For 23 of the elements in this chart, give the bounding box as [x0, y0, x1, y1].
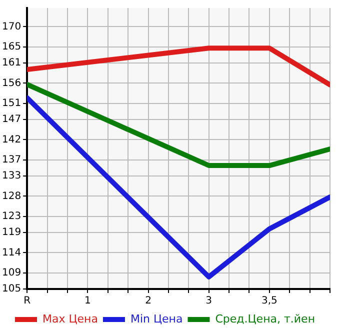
y-tick-label: 123	[2, 210, 22, 222]
y-tick-label: 170	[2, 21, 22, 32]
x-tick-label: 3	[206, 296, 212, 307]
legend-label: Сред.Цена, т.йен	[215, 312, 316, 326]
y-tick-label: 165	[2, 41, 22, 52]
y-tick-label: 109	[2, 267, 22, 278]
y-tick-label: 156	[2, 78, 22, 89]
legend-label: Min Цена	[130, 312, 183, 326]
y-tick-label: 151	[2, 98, 22, 109]
y-tick-label: 137	[2, 154, 22, 166]
y-tick-label: 142	[2, 134, 22, 146]
y-tick-label: 161	[2, 58, 22, 69]
y-tick-label: 119	[2, 227, 22, 238]
y-tick-label: 147	[2, 114, 22, 126]
x-tick-label: 3,5	[261, 296, 278, 307]
y-tick-label: 133	[2, 170, 22, 182]
y-tick-label: 128	[2, 190, 22, 202]
x-tick-label: R	[24, 296, 31, 307]
x-tick-label: 1	[84, 296, 91, 307]
legend-label: Max Цена	[42, 312, 98, 326]
x-tick-label: 2	[145, 296, 152, 307]
y-tick-label: 114	[2, 247, 22, 258]
y-tick-label: 105	[2, 284, 22, 295]
